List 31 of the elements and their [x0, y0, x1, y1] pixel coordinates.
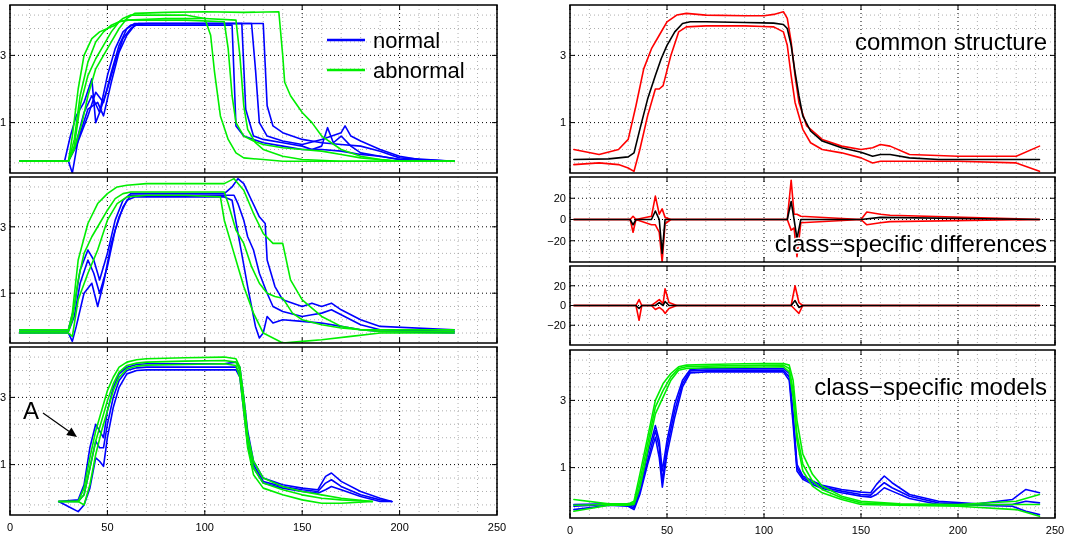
y-tick-label: −20	[547, 319, 566, 332]
x-tick-label: 50	[660, 524, 674, 536]
y-tick-label: 20	[553, 279, 566, 292]
y-tick-label: 3	[0, 391, 6, 404]
y-tick-label: 1	[559, 461, 566, 474]
y-tick-label: 0	[559, 213, 566, 226]
x-tick-label: 150	[851, 524, 871, 536]
y-tick-label: 1	[0, 287, 6, 300]
annotation: class−specific models	[814, 373, 1047, 400]
y-tick-label: 1	[0, 116, 6, 129]
x-tick-label: 150	[293, 521, 312, 533]
x-tick-label: 250	[487, 521, 507, 533]
y-tick-label: 20	[553, 192, 566, 205]
annotation: common structure	[854, 28, 1047, 55]
x-tick-label: 250	[1045, 524, 1065, 536]
y-tick-label: 0	[559, 299, 566, 312]
x-tick-label: 50	[101, 521, 114, 533]
legend-label: normal	[373, 27, 441, 53]
y-tick-label: 1	[559, 116, 566, 129]
x-tick-label: 100	[195, 521, 214, 533]
y-tick-label: 3	[559, 394, 566, 407]
y-tick-label: 3	[0, 220, 6, 233]
y-tick-label: 3	[559, 49, 566, 62]
annotation: A	[22, 397, 40, 424]
y-tick-label: −20	[547, 234, 566, 247]
x-tick-label: 200	[948, 524, 968, 536]
x-tick-label: 100	[754, 524, 774, 536]
legend-label: abnormal	[373, 57, 465, 83]
y-tick-label: 3	[0, 49, 6, 62]
y-tick-label: 1	[0, 458, 6, 471]
x-tick-label: 200	[390, 521, 409, 533]
